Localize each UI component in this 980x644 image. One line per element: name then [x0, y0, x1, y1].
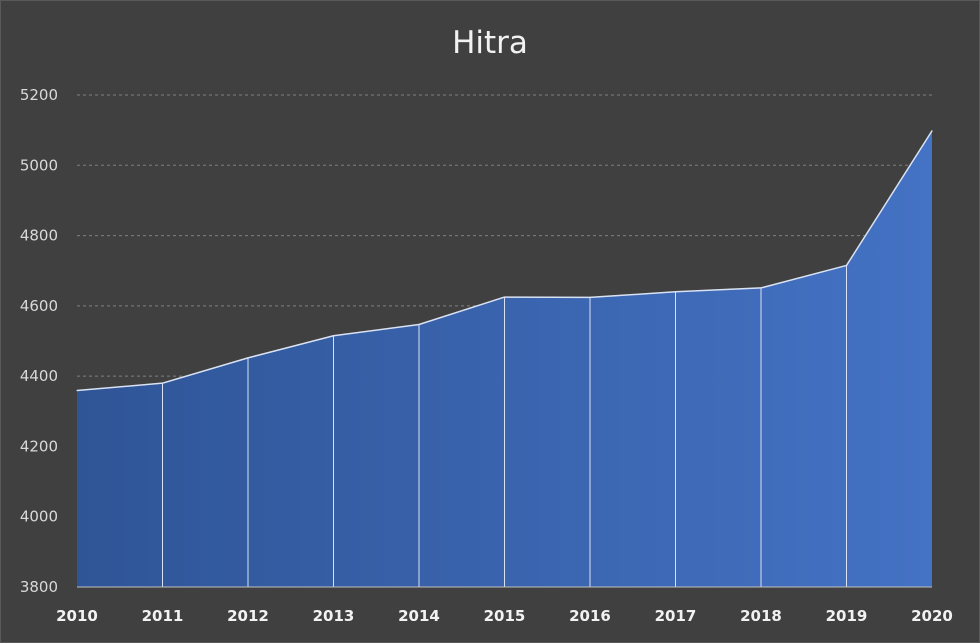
x-tick-label-2010: 2010 [56, 607, 98, 625]
y-tick-label-4400: 4400 [20, 367, 58, 385]
y-tick-label-3800: 3800 [20, 578, 58, 596]
y-tick-label-5200: 5200 [20, 86, 58, 104]
y-tick-label-5000: 5000 [20, 156, 58, 174]
x-tick-label-2013: 2013 [313, 607, 355, 625]
data-point-2018 [760, 287, 762, 289]
y-tick-label-4200: 4200 [20, 437, 58, 455]
data-point-2016 [589, 296, 591, 299]
x-tick-label-2014: 2014 [398, 607, 440, 625]
y-tick-label-4800: 4800 [20, 227, 58, 245]
x-tick-label-2020: 2020 [911, 607, 953, 625]
x-tick-label-2019: 2019 [826, 607, 868, 625]
data-point-2011 [161, 382, 164, 384]
y-tick-label-4600: 4600 [20, 297, 58, 315]
year-divider-lines [162, 265, 847, 587]
x-axis: 2010 2011 2012 2013 2014 2015 2016 2017 2018 2019… [56, 607, 953, 625]
y-tick-label-4000: 4000 [20, 508, 58, 526]
data-point-2010 [76, 389, 78, 392]
data-point-2015 [503, 296, 506, 298]
data-point-2013 [332, 335, 335, 337]
data-point-2019 [845, 264, 848, 267]
x-tick-label-2011: 2011 [142, 607, 184, 625]
x-tick-label-2017: 2017 [655, 607, 697, 625]
x-tick-label-2012: 2012 [227, 607, 269, 625]
series-outline [76, 130, 933, 588]
y-axis: 3800 4000 4200 4400 4600 4800 5000 5200 [20, 86, 58, 596]
x-tick-label-2016: 2016 [569, 607, 611, 625]
data-point-2017 [674, 291, 677, 293]
chart-title: Hitra [452, 25, 528, 61]
x-tick-label-2018: 2018 [740, 607, 782, 625]
data-point-2012 [247, 357, 249, 359]
data-point-2020 [931, 130, 933, 132]
data-point-2014 [418, 323, 420, 326]
x-tick-label-2015: 2015 [484, 607, 526, 625]
